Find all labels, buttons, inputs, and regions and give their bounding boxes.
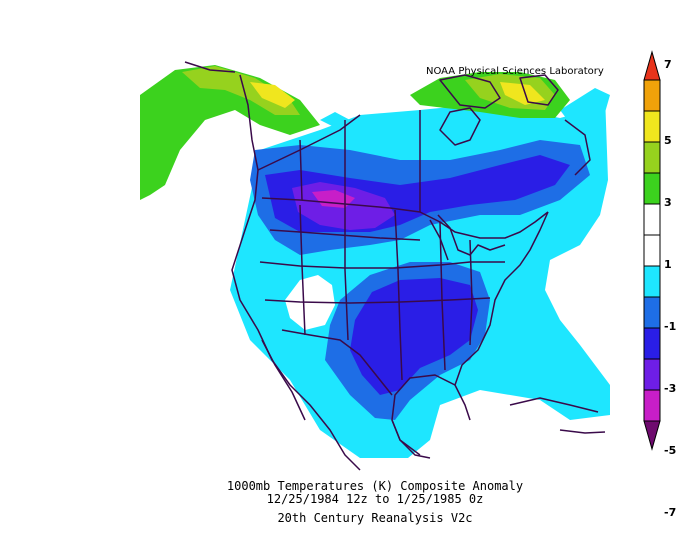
colorbar-swatch (643, 203, 661, 236)
colorbar-swatch (643, 110, 661, 143)
colorbar-tick-label: -3 (664, 382, 677, 395)
colorbar-swatch (643, 234, 661, 267)
colorbar-swatch (643, 172, 661, 205)
colorbar-swatch (643, 358, 661, 391)
colorbar-swatch (643, 265, 661, 298)
colorbar-swatch (643, 79, 661, 112)
colorbar-tick-label: 3 (664, 196, 672, 209)
colorbar-tick-label: -5 (664, 444, 677, 457)
colorbar-swatch (643, 296, 661, 329)
caption-dataset: 20th Century Reanalysis V2c (277, 511, 473, 525)
colorbar-tick-label: 5 (664, 134, 672, 147)
colorbar-swatch (643, 141, 661, 174)
colorbar-tick-label: 7 (664, 58, 672, 71)
colorbar (643, 50, 661, 451)
caption-title: 1000mb Temperatures (K) Composite Anomal… (226, 479, 524, 493)
colorbar-swatch (643, 389, 661, 422)
colorbar-swatch (643, 327, 661, 360)
caption-dates: 12/25/1984 12z to 1/25/1985 0z (266, 492, 484, 506)
colorbar-bottom-arrow (643, 420, 661, 451)
colorbar-tick-label: -1 (664, 320, 677, 333)
colorbar-tick-label: -7 (664, 506, 677, 519)
credit-label: NOAA Physical Sciences Laboratory (426, 66, 604, 77)
colorbar-top-arrow (643, 50, 661, 81)
political-boundaries (184, 61, 606, 471)
yellow-anomaly-region (250, 82, 545, 108)
colorbar-tick-label: 1 (664, 258, 672, 271)
